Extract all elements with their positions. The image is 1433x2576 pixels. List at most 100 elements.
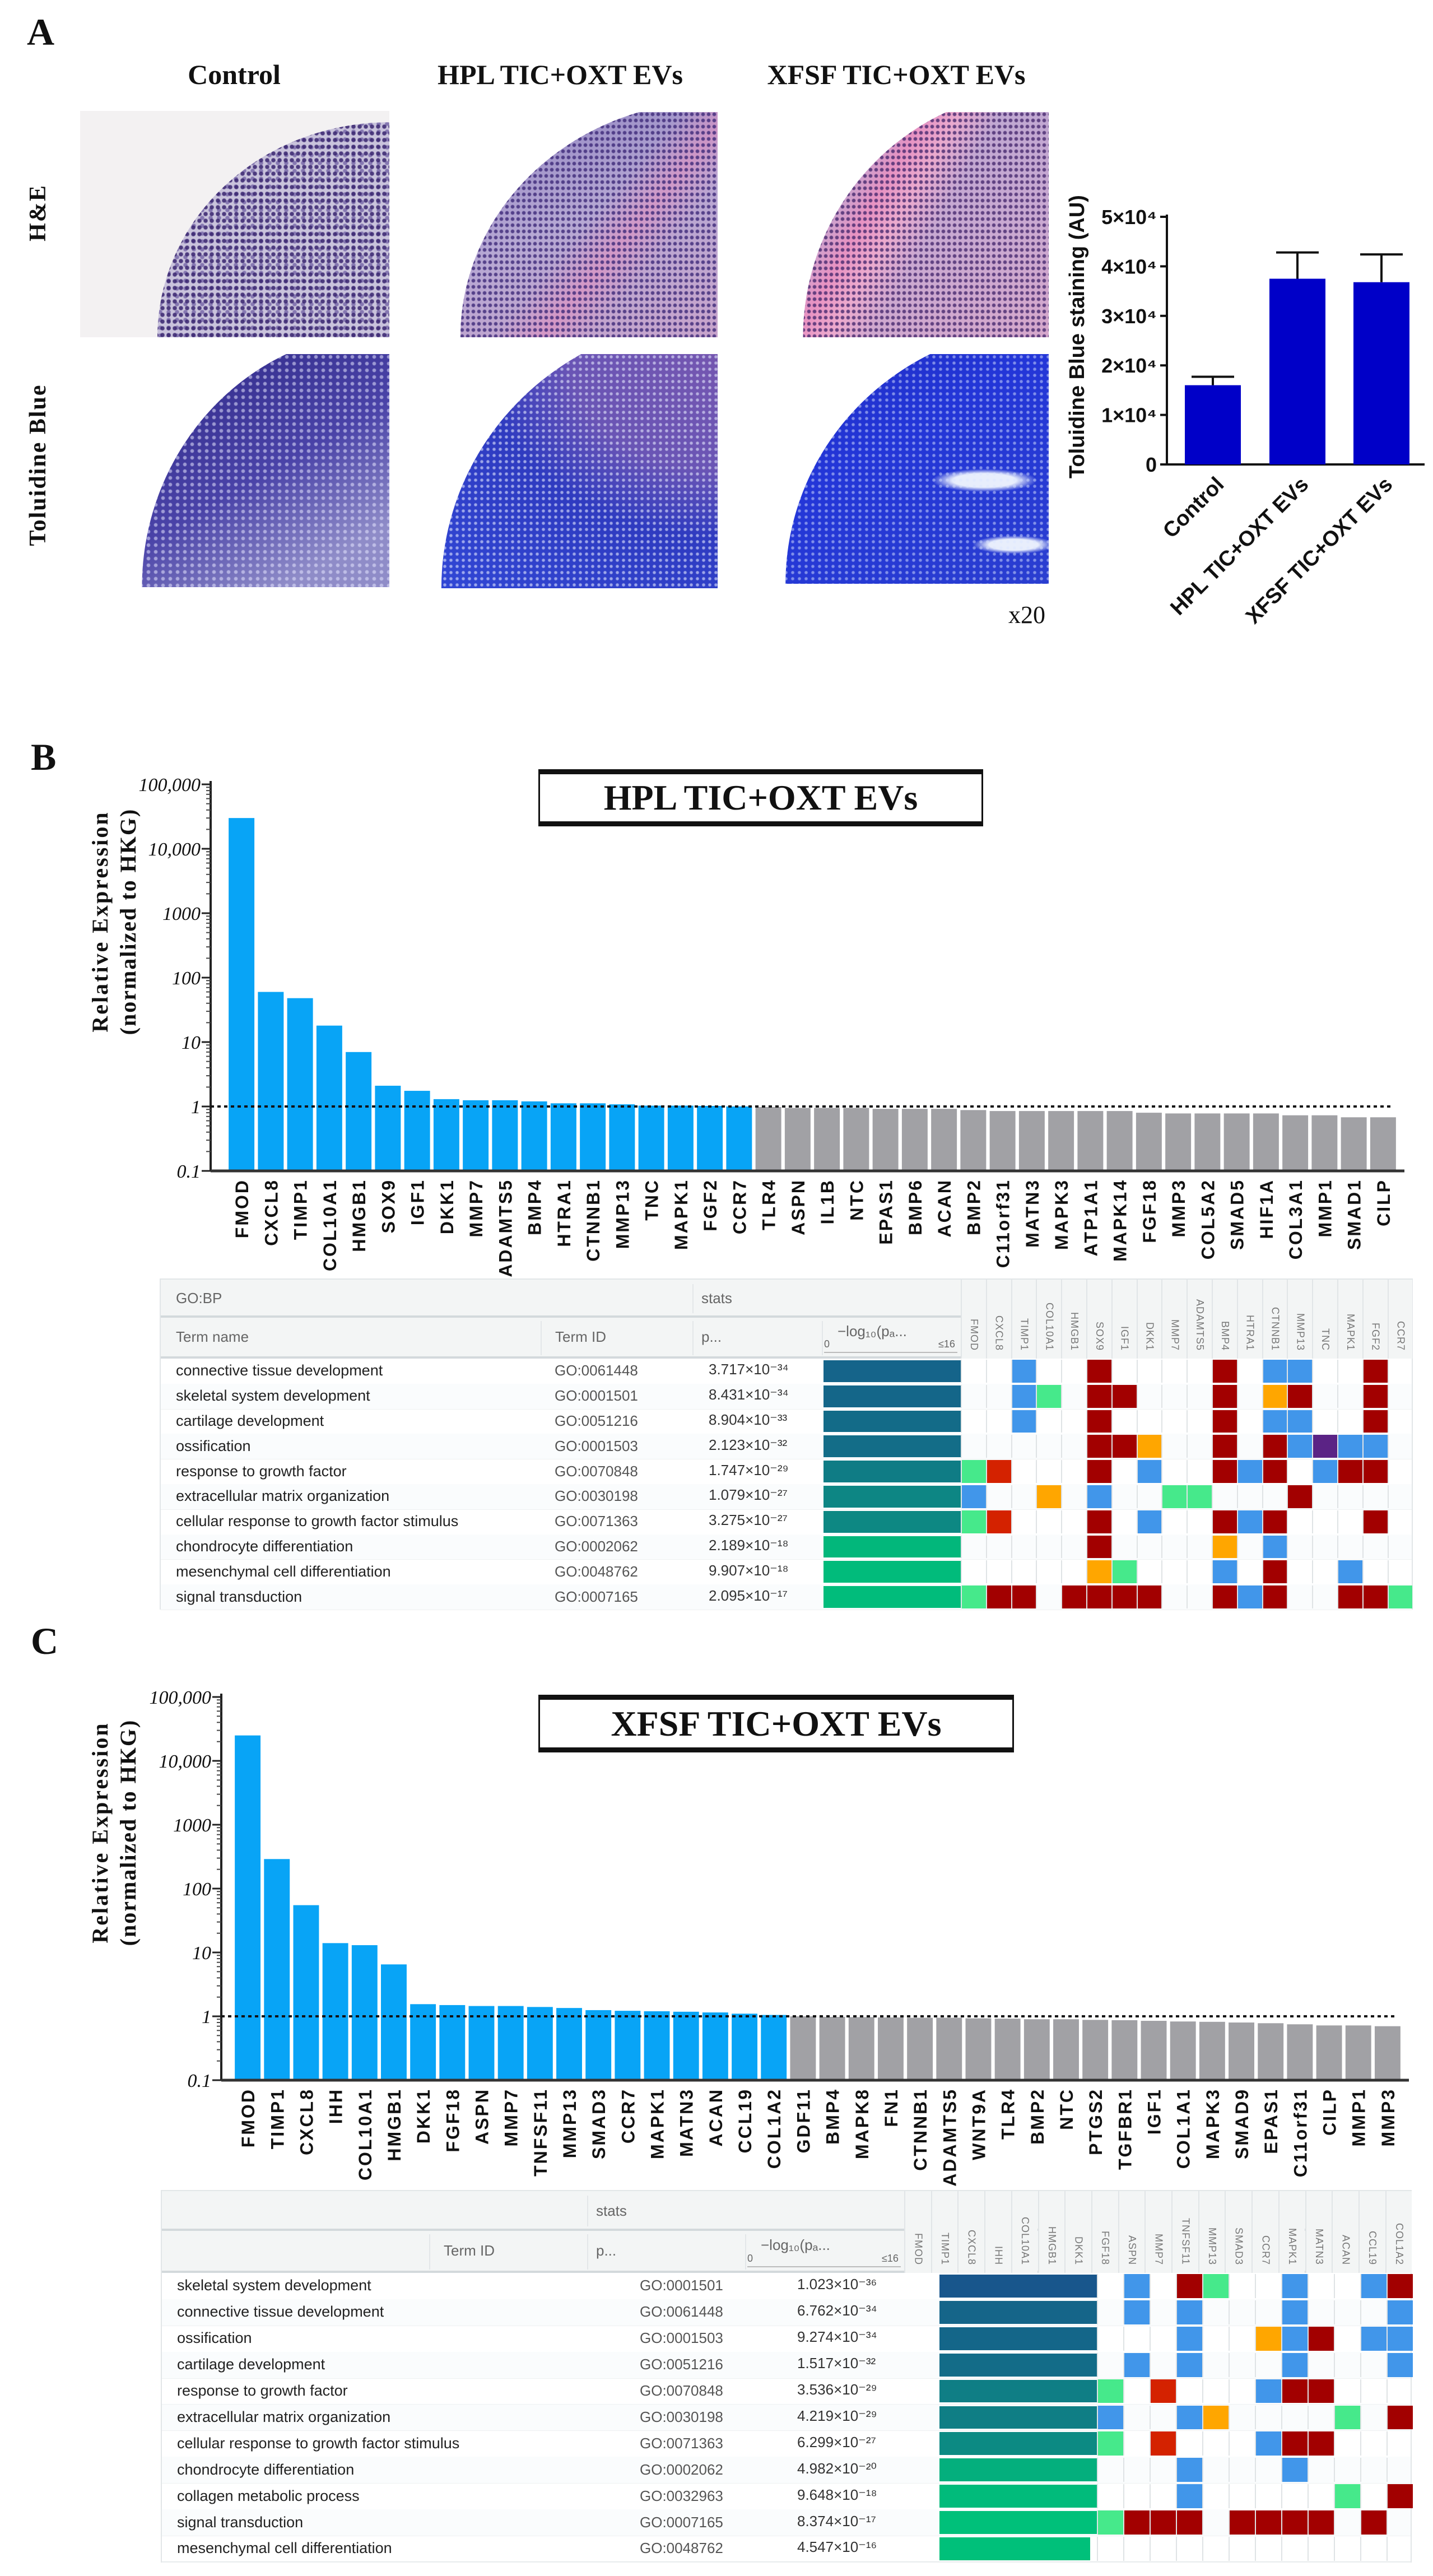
gene-hit-cell[interactable] bbox=[1387, 2484, 1413, 2509]
gene-empty-cell[interactable] bbox=[1360, 2300, 1387, 2324]
gene-empty-cell[interactable] bbox=[1061, 1360, 1086, 1383]
gene-empty-cell[interactable] bbox=[1150, 2484, 1176, 2509]
gene-empty-cell[interactable] bbox=[1097, 2300, 1123, 2324]
gene-empty-cell[interactable] bbox=[1334, 2379, 1360, 2403]
gene-hit-cell[interactable] bbox=[1287, 1485, 1313, 1508]
gene-hit-cell[interactable] bbox=[1255, 2326, 1281, 2351]
gene-column-header[interactable]: TNFSF11 bbox=[1171, 2191, 1198, 2273]
gene-empty-cell[interactable] bbox=[1097, 2537, 1123, 2561]
gene-empty-cell[interactable] bbox=[1287, 1460, 1312, 1483]
gene-empty-cell[interactable] bbox=[1202, 2300, 1229, 2324]
gene-empty-cell[interactable] bbox=[1036, 1460, 1061, 1483]
gene-hit-cell[interactable] bbox=[961, 1510, 986, 1533]
gene-column-header[interactable]: ADAMTS5 bbox=[1187, 1280, 1212, 1359]
gene-empty-cell[interactable] bbox=[1161, 1510, 1187, 1533]
gene-hit-cell[interactable] bbox=[1362, 1460, 1388, 1483]
gene-empty-cell[interactable] bbox=[1312, 1360, 1337, 1383]
gene-empty-cell[interactable] bbox=[1387, 2510, 1413, 2535]
gene-column-header[interactable]: CCL19 bbox=[1358, 2191, 1385, 2273]
gene-empty-cell[interactable] bbox=[1136, 1485, 1162, 1508]
gene-empty-cell[interactable] bbox=[961, 1410, 986, 1433]
gene-empty-cell[interactable] bbox=[1387, 1485, 1413, 1508]
gene-hit-cell[interactable] bbox=[1281, 2431, 1308, 2456]
gene-empty-cell[interactable] bbox=[1312, 1485, 1337, 1508]
gene-hit-cell[interactable] bbox=[985, 1460, 1011, 1483]
gene-empty-cell[interactable] bbox=[1111, 1535, 1137, 1559]
gene-hit-cell[interactable] bbox=[1287, 1435, 1313, 1458]
gene-empty-cell[interactable] bbox=[1136, 1535, 1162, 1559]
gene-hit-cell[interactable] bbox=[1097, 2431, 1123, 2456]
gene-empty-cell[interactable] bbox=[1061, 1485, 1086, 1508]
gene-empty-cell[interactable] bbox=[1255, 2458, 1281, 2482]
gene-empty-cell[interactable] bbox=[1187, 1360, 1212, 1383]
gene-empty-cell[interactable] bbox=[1061, 1560, 1086, 1584]
gene-empty-cell[interactable] bbox=[961, 1535, 986, 1559]
gene-hit-cell[interactable] bbox=[1086, 1560, 1111, 1584]
gene-empty-cell[interactable] bbox=[1011, 1560, 1036, 1584]
gene-empty-cell[interactable] bbox=[1360, 2458, 1387, 2482]
gene-hit-cell[interactable] bbox=[1086, 1585, 1111, 1608]
gene-column-header[interactable]: COL10A1 bbox=[1036, 1280, 1062, 1359]
gene-empty-cell[interactable] bbox=[1255, 2352, 1281, 2377]
gene-hit-cell[interactable] bbox=[1362, 1585, 1388, 1608]
term-id-header[interactable]: Term ID bbox=[555, 1328, 606, 1345]
gene-hit-cell[interactable] bbox=[1176, 2300, 1202, 2324]
gene-empty-cell[interactable] bbox=[961, 1360, 986, 1383]
gene-hit-cell[interactable] bbox=[1281, 2458, 1308, 2482]
gene-hit-cell[interactable] bbox=[1086, 1510, 1111, 1533]
gene-hit-cell[interactable] bbox=[1176, 2484, 1202, 2509]
gene-hit-cell[interactable] bbox=[1362, 1360, 1388, 1383]
gene-hit-cell[interactable] bbox=[1111, 1585, 1137, 1608]
gene-hit-cell[interactable] bbox=[1136, 1585, 1162, 1608]
gene-hit-cell[interactable] bbox=[1308, 2379, 1334, 2403]
gene-empty-cell[interactable] bbox=[985, 1560, 1011, 1584]
gene-hit-cell[interactable] bbox=[1255, 2510, 1281, 2535]
gene-empty-cell[interactable] bbox=[1236, 1560, 1262, 1584]
gene-empty-cell[interactable] bbox=[1312, 1384, 1337, 1408]
gene-empty-cell[interactable] bbox=[1360, 2352, 1387, 2377]
gene-empty-cell[interactable] bbox=[1097, 2274, 1123, 2298]
gene-empty-cell[interactable] bbox=[1337, 1485, 1362, 1508]
table-row[interactable]: mesenchymal cell differentiation GO:00487… bbox=[161, 1559, 1412, 1585]
gene-hit-cell[interactable] bbox=[1011, 1410, 1036, 1433]
gene-empty-cell[interactable] bbox=[1229, 2537, 1255, 2561]
gene-empty-cell[interactable] bbox=[985, 1360, 1011, 1383]
table-row[interactable]: extracellular matrix organization GO:0030… bbox=[161, 1484, 1412, 1510]
gene-empty-cell[interactable] bbox=[1312, 1585, 1337, 1608]
gene-empty-cell[interactable] bbox=[1097, 2326, 1123, 2351]
gene-empty-cell[interactable] bbox=[1011, 1460, 1036, 1483]
gene-hit-cell[interactable] bbox=[1262, 1560, 1287, 1584]
gene-column-header[interactable]: FMOD bbox=[904, 2191, 931, 2273]
gene-hit-cell[interactable] bbox=[1212, 1585, 1237, 1608]
gene-empty-cell[interactable] bbox=[1312, 1410, 1337, 1433]
gene-empty-cell[interactable] bbox=[1187, 1384, 1212, 1408]
gene-hit-cell[interactable] bbox=[1262, 1410, 1287, 1433]
gene-empty-cell[interactable] bbox=[1150, 2537, 1176, 2561]
gene-empty-cell[interactable] bbox=[1281, 2484, 1308, 2509]
gene-empty-cell[interactable] bbox=[1097, 2484, 1123, 2509]
gene-hit-cell[interactable] bbox=[1176, 2274, 1202, 2298]
gene-hit-cell[interactable] bbox=[985, 1510, 1011, 1533]
gene-empty-cell[interactable] bbox=[1061, 1535, 1086, 1559]
gene-empty-cell[interactable] bbox=[1136, 1360, 1162, 1383]
gene-hit-cell[interactable] bbox=[1123, 2300, 1150, 2324]
gene-empty-cell[interactable] bbox=[1262, 1485, 1287, 1508]
gene-empty-cell[interactable] bbox=[1387, 2431, 1413, 2456]
gene-empty-cell[interactable] bbox=[1176, 2431, 1202, 2456]
gene-empty-cell[interactable] bbox=[1202, 2458, 1229, 2482]
gene-empty-cell[interactable] bbox=[1255, 2300, 1281, 2324]
gene-empty-cell[interactable] bbox=[1312, 1560, 1337, 1584]
gene-hit-cell[interactable] bbox=[1086, 1460, 1111, 1483]
gene-empty-cell[interactable] bbox=[1229, 2484, 1255, 2509]
table-row[interactable]: skeletal system development GO:0001501 1.0… bbox=[162, 2273, 1413, 2300]
gene-hit-cell[interactable] bbox=[1202, 2405, 1229, 2430]
table-row[interactable]: cartilage development GO:0051216 8.904×10⁻… bbox=[161, 1409, 1412, 1435]
gene-hit-cell[interactable] bbox=[985, 1585, 1011, 1608]
gene-column-header[interactable]: COL1A2 bbox=[1385, 2191, 1412, 2273]
gene-empty-cell[interactable] bbox=[1111, 1460, 1137, 1483]
gene-empty-cell[interactable] bbox=[1360, 2405, 1387, 2430]
gene-column-header[interactable]: MMP7 bbox=[1144, 2191, 1171, 2273]
gene-empty-cell[interactable] bbox=[1287, 1560, 1312, 1584]
gene-column-header[interactable]: CXCL8 bbox=[957, 2191, 985, 2273]
gene-empty-cell[interactable] bbox=[1255, 2405, 1281, 2430]
